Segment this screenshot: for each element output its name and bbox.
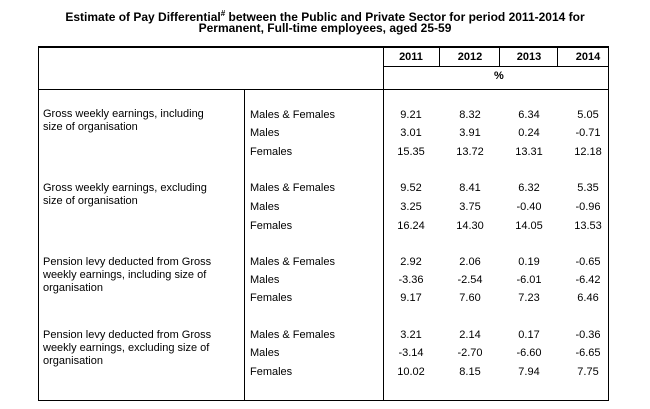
group-label: Females (250, 366, 293, 378)
table-cell: 13.53 (574, 220, 602, 232)
table-cell: 10.02 (397, 366, 425, 378)
table-cell: 8.32 (459, 109, 481, 121)
group-label: Males & Females (250, 109, 335, 121)
table-cell: 5.35 (577, 182, 599, 194)
table-header (38, 46, 609, 90)
table-cell: 3.75 (459, 201, 481, 213)
year-header-2013: 2013 (516, 51, 542, 63)
table-cell: 3.25 (400, 201, 422, 213)
year-header-2014: 2014 (575, 51, 601, 63)
description-line: Pension levy deducted from Gross (43, 329, 212, 341)
year-header-2011: 2011 (399, 51, 423, 63)
table-cell: -0.96 (575, 201, 601, 213)
table-cell: 2.06 (459, 256, 481, 268)
table-cell: -3.14 (398, 347, 424, 359)
unit-label: % (494, 70, 504, 82)
table-cell: 7.94 (518, 366, 540, 378)
column-divider (383, 90, 384, 401)
table-cell: 13.72 (456, 146, 484, 158)
header-divider (499, 46, 500, 66)
description-line: weekly earnings, including size of (43, 269, 207, 281)
group-label: Males & Females (250, 256, 335, 268)
year-header-2012: 2012 (457, 51, 483, 63)
document-title-line-1: Estimate of Pay Differential# between th… (0, 6, 650, 25)
table-cell: 0.19 (518, 256, 540, 268)
title-text-a: Estimate of Pay Differential (65, 10, 221, 24)
table-cell: 6.34 (518, 109, 540, 121)
table-cell: -0.36 (575, 329, 601, 341)
table-cell: 2.14 (459, 329, 481, 341)
table-cell: 13.31 (515, 146, 543, 158)
section-description: Gross weekly earnings, excluding size of… (43, 182, 243, 208)
table-cell: 6.32 (518, 182, 540, 194)
header-divider (557, 46, 558, 66)
table-cell: -6.01 (516, 274, 542, 286)
description-line: organisation (43, 355, 103, 367)
group-label: Females (250, 292, 293, 304)
header-subdivider (383, 66, 609, 67)
table-cell: 9.17 (400, 292, 422, 304)
description-line: weekly earnings, excluding size of (43, 342, 210, 354)
table-cell: 5.05 (577, 109, 599, 121)
header-divider (439, 46, 440, 66)
section-description: Gross weekly earnings, including size of… (43, 108, 243, 134)
table-cell: 3.91 (459, 127, 481, 139)
column-divider (244, 90, 245, 401)
section-description: Pension levy deducted from Gross weekly … (43, 256, 243, 295)
table-cell: 8.15 (459, 366, 481, 378)
table-cell: 2.92 (400, 256, 422, 268)
table-cell: 0.17 (518, 329, 540, 341)
group-label: Males (250, 201, 280, 213)
title-footnote-mark: # (220, 9, 226, 18)
table-cell: 14.30 (456, 220, 484, 232)
table-cell: -6.42 (575, 274, 601, 286)
table-cell: -3.36 (398, 274, 424, 286)
table-cell: 3.01 (400, 127, 422, 139)
table-cell: 14.05 (515, 220, 543, 232)
table-cell: -2.54 (457, 274, 483, 286)
table-cell: -6.60 (516, 347, 542, 359)
group-label: Males & Females (250, 182, 335, 194)
table-cell: 0.24 (518, 127, 540, 139)
table-cell: -0.71 (575, 127, 601, 139)
table-cell: 9.52 (400, 182, 422, 194)
description-line: size of organisation (43, 195, 138, 207)
header-divider (383, 46, 384, 90)
group-label: Males (250, 274, 280, 286)
table-cell: -0.40 (516, 201, 542, 213)
table-cell: -6.65 (575, 347, 601, 359)
table-cell: 7.60 (459, 292, 481, 304)
description-line: organisation (43, 282, 103, 294)
group-label: Males (250, 127, 280, 139)
group-label: Females (250, 220, 293, 232)
table-cell: 9.21 (400, 109, 422, 121)
description-line: size of organisation (43, 121, 138, 133)
document-title-line-2: Permanent, Full-time employees, aged 25-… (198, 21, 452, 35)
table-cell: 15.35 (397, 146, 425, 158)
table-cell: 12.18 (574, 146, 602, 158)
description-line: Pension levy deducted from Gross (43, 256, 212, 268)
table-cell: 8.41 (459, 182, 481, 194)
title-text-b: between the Public and Private Sector fo… (225, 10, 585, 24)
table-cell: 6.46 (577, 292, 599, 304)
group-label: Females (250, 146, 293, 158)
description-line: Gross weekly earnings, including (43, 108, 204, 120)
table-cell: 7.75 (577, 366, 599, 378)
description-line: Gross weekly earnings, excluding (43, 182, 207, 194)
group-label: Males (250, 347, 280, 359)
table-cell: 3.21 (400, 329, 422, 341)
table-cell: 7.23 (518, 292, 540, 304)
group-label: Males & Females (250, 329, 335, 341)
table-cell: -0.65 (575, 256, 601, 268)
section-description: Pension levy deducted from Gross weekly … (43, 329, 243, 368)
table-cell: 16.24 (397, 220, 425, 232)
table-cell: -2.70 (457, 347, 483, 359)
